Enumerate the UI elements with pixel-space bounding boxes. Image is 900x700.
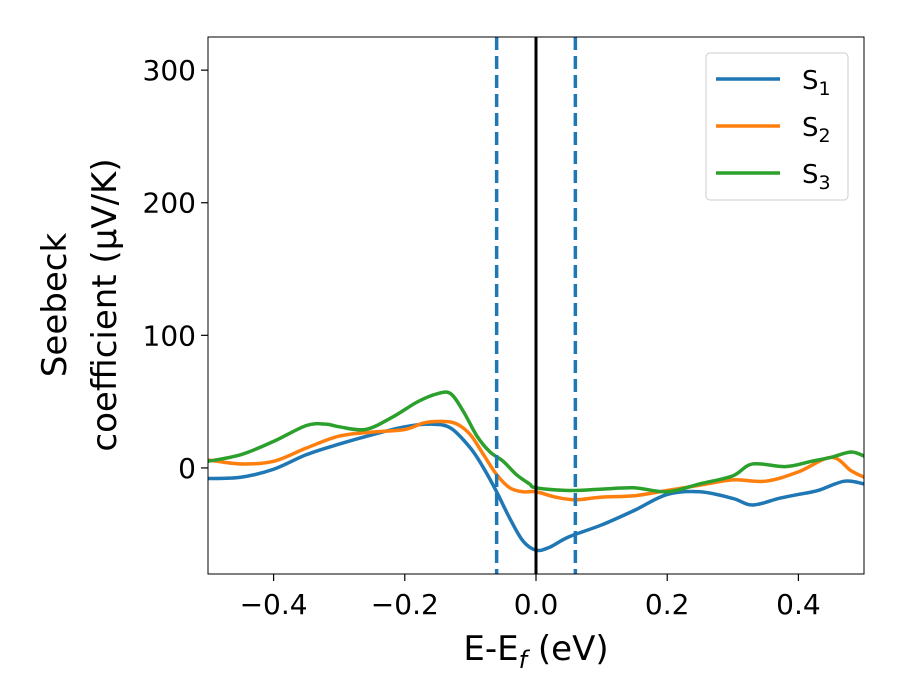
vertical-reference-lines — [494, 37, 578, 574]
y-axis-ticks: 0 100 200 300 — [143, 54, 208, 485]
y-tick-label: 100 — [143, 319, 196, 352]
legend: S1 S2 S3 — [705, 52, 849, 201]
y-tick-label: 300 — [143, 54, 196, 87]
legend-label-s3: S3 — [802, 160, 831, 194]
x-tick-label: 0.0 — [514, 588, 559, 621]
x-axis-ticks: −0.4 −0.2 0.0 0.2 0.4 — [240, 574, 821, 621]
x-tick-label: 0.4 — [776, 588, 821, 621]
y-tick-label: 0 — [178, 452, 196, 485]
y-axis-title-line2: coefficient (μV/K) — [85, 158, 125, 451]
legend-label-s1: S1 — [802, 66, 831, 100]
x-axis-title-main: E-E — [463, 629, 518, 669]
x-tick-label: 0.2 — [645, 588, 690, 621]
series-line-s3 — [208, 390, 864, 494]
legend-label-s2: S2 — [802, 113, 831, 147]
y-axis-title-line1: Seebeck — [35, 233, 75, 378]
x-tick-label: −0.2 — [371, 588, 439, 621]
y-axis-title: Seebeck coefficient (μV/K) — [35, 158, 125, 451]
series-line-s2 — [208, 419, 864, 502]
data-series — [208, 390, 864, 553]
y-tick-label: 200 — [143, 187, 196, 220]
x-axis-title-unit: (eV) — [527, 629, 609, 669]
series-line-s1 — [208, 422, 864, 553]
x-axis-title: E-Ef (eV) — [463, 629, 608, 674]
x-tick-label: −0.4 — [240, 588, 308, 621]
